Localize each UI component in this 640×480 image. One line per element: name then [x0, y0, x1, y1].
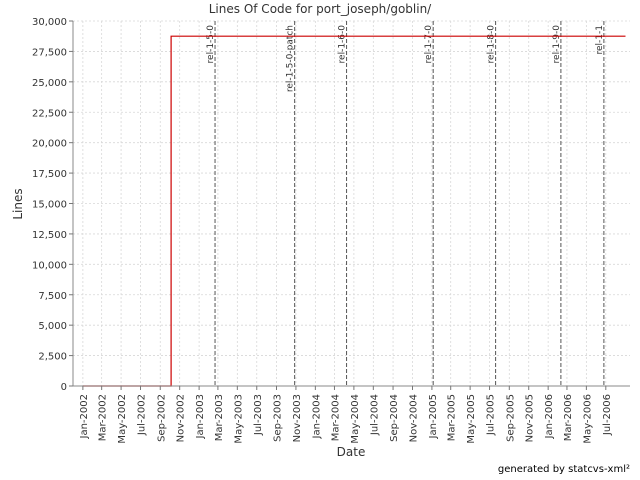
x-tick-label: Jul-2003 [253, 394, 264, 436]
y-tick-label: 2,500 [38, 352, 67, 363]
y-tick-label: 25,000 [32, 78, 67, 89]
x-tick-label: Jan-2006 [544, 394, 555, 439]
x-axis-label: Date [337, 445, 366, 459]
x-tick-label: May-2006 [582, 394, 593, 444]
generator-credit: generated by statcvs-xml² [497, 464, 630, 475]
x-tick-label: Sep-2005 [505, 394, 516, 442]
y-tick-label: 5,000 [38, 321, 67, 332]
x-tick-label: Sep-2004 [389, 394, 400, 442]
x-tick-label: May-2003 [233, 394, 244, 444]
y-tick-label: 27,500 [32, 47, 67, 58]
release-marker-label: rel-1-8-0 [487, 25, 497, 64]
y-axis-label: Lines [11, 188, 25, 219]
x-tick-label: Jul-2002 [137, 394, 148, 436]
x-tick-label: Nov-2002 [176, 394, 187, 442]
grid [73, 20, 630, 387]
release-marker-label: rel-1-9-0 [552, 25, 562, 64]
y-tick-label: 17,500 [32, 169, 67, 180]
release-marker-label: rel-1-5-0-patch [286, 25, 296, 92]
x-tick-label: Jul-2006 [602, 394, 613, 436]
x-tick-label: Nov-2003 [292, 394, 303, 442]
x-tick-label: Jan-2003 [195, 394, 206, 439]
x-tick-label: Sep-2002 [156, 394, 167, 442]
x-tick-label: Jul-2004 [369, 394, 380, 436]
y-tick-label: 30,000 [32, 17, 67, 28]
release-marker-label: rel-1-1 [595, 25, 605, 55]
release-marker-label: rel-1-5-0 [206, 25, 216, 64]
x-tick-label: May-2002 [117, 394, 128, 444]
y-tick-label: 20,000 [32, 139, 67, 150]
x-tick-label: Jan-2004 [311, 394, 322, 439]
y-axis-ticks: 0 2,500 5,000 7,500 10,000 12,500 15,000 17,500… [32, 17, 73, 393]
release-markers: rel-1-5-0 rel-1-5-0-patch rel-1-6-0 rel-1-7… [206, 21, 605, 386]
y-tick-label: 7,500 [38, 291, 67, 302]
x-tick-label: Mar-2003 [214, 394, 225, 441]
x-tick-label: May-2004 [350, 394, 361, 444]
x-tick-label: Nov-2005 [525, 394, 536, 442]
x-tick-label: Jan-2005 [428, 394, 439, 439]
y-tick-label: 22,500 [32, 108, 67, 119]
x-tick-label: Mar-2006 [563, 394, 574, 441]
x-tick-label: Jan-2002 [79, 394, 90, 439]
x-axis-ticks: Jan-2002 Mar-2002 May-2002 Jul-2002 Sep-2002… [79, 386, 613, 444]
x-tick-label: Jul-2005 [486, 394, 497, 436]
x-tick-label: Mar-2004 [330, 394, 341, 441]
x-tick-label: Mar-2005 [447, 394, 458, 441]
y-tick-label: 0 [61, 382, 67, 393]
y-tick-label: 12,500 [32, 230, 67, 241]
y-tick-label: 15,000 [32, 200, 67, 211]
x-tick-label: Mar-2002 [98, 394, 109, 441]
release-marker-label: rel-1-6-0 [338, 25, 348, 64]
chart-title: Lines Of Code for port_joseph/goblin/ [209, 2, 432, 16]
x-tick-label: Nov-2004 [408, 394, 419, 442]
x-tick-label: Sep-2003 [273, 394, 284, 442]
x-tick-label: May-2005 [466, 394, 477, 444]
y-tick-label: 10,000 [32, 260, 67, 271]
release-marker-label: rel-1-7-0 [424, 25, 434, 64]
